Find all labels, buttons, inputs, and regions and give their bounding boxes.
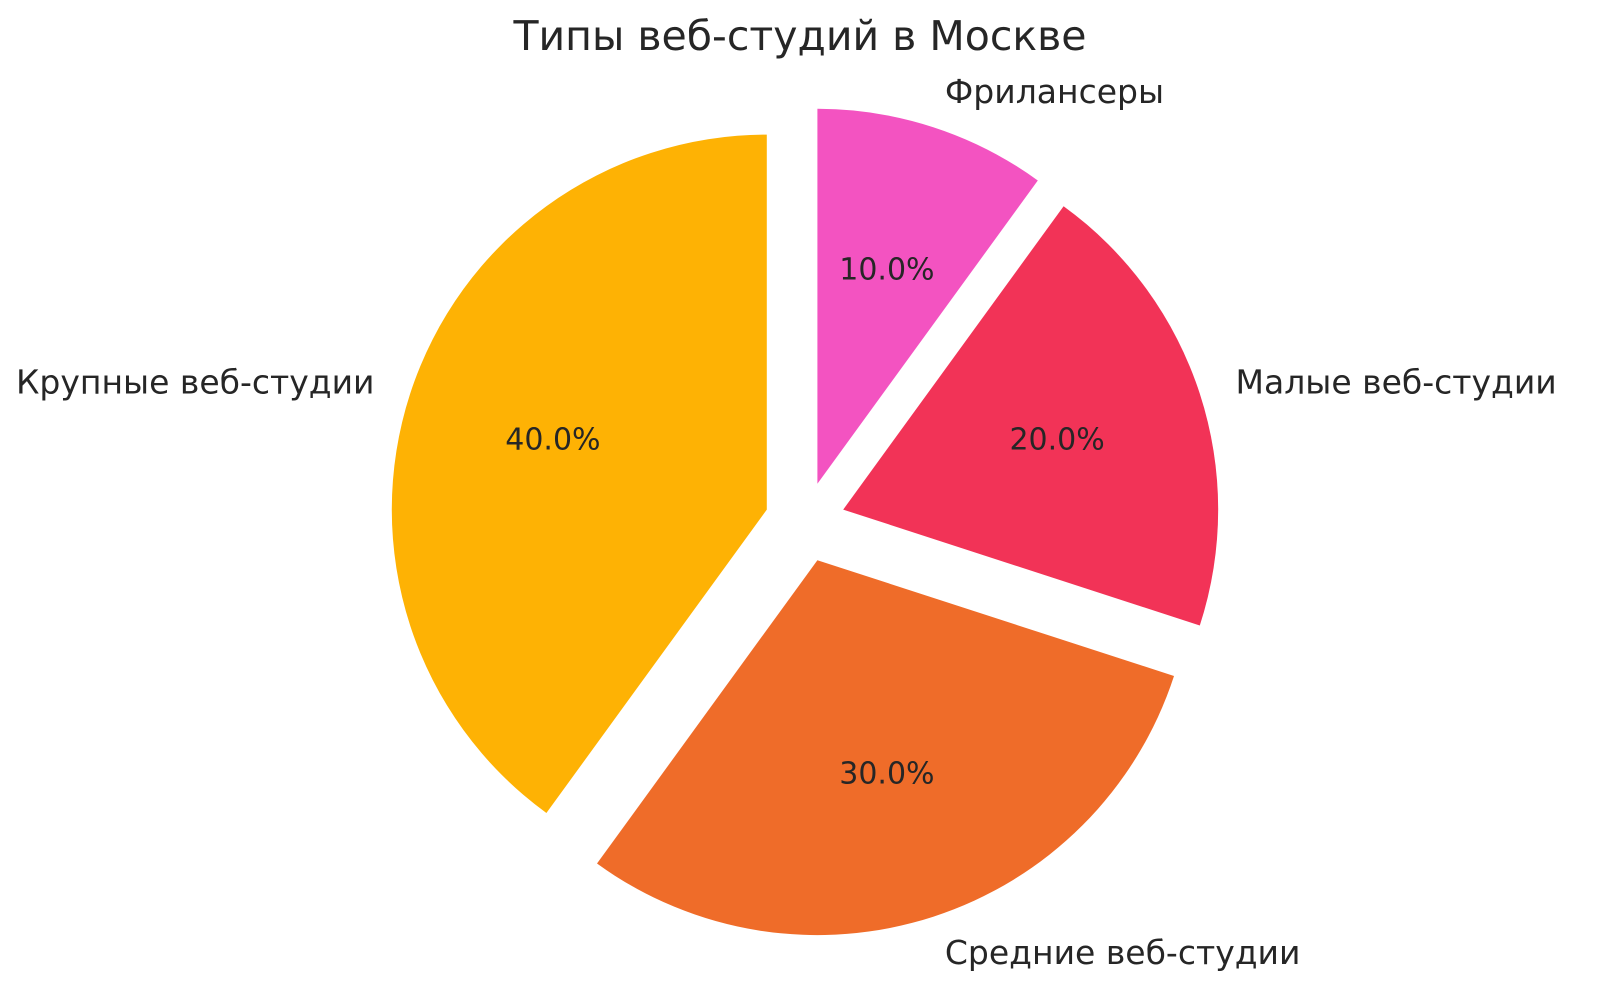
chart-title: Типы веб-студий в Москве xyxy=(513,12,1087,60)
slice-category-label-3: Крупные веб-студии xyxy=(16,363,375,402)
slice-category-label-1: Малые веб-студии xyxy=(1236,363,1557,402)
pie-slice-3 xyxy=(391,134,767,813)
slice-percent-label-0: 10.0% xyxy=(839,252,934,287)
pie-slice-0 xyxy=(817,108,1038,484)
slice-percent-label-3: 40.0% xyxy=(505,423,600,458)
slice-category-label-2: Средние веб-студии xyxy=(945,933,1301,972)
slice-percent-label-1: 20.0% xyxy=(1009,423,1104,458)
pie-slice-2 xyxy=(597,560,1174,936)
pie-slice-1 xyxy=(843,206,1219,626)
slice-percent-label-2: 30.0% xyxy=(839,757,934,792)
slice-category-label-0: Фрилансеры xyxy=(945,72,1164,111)
